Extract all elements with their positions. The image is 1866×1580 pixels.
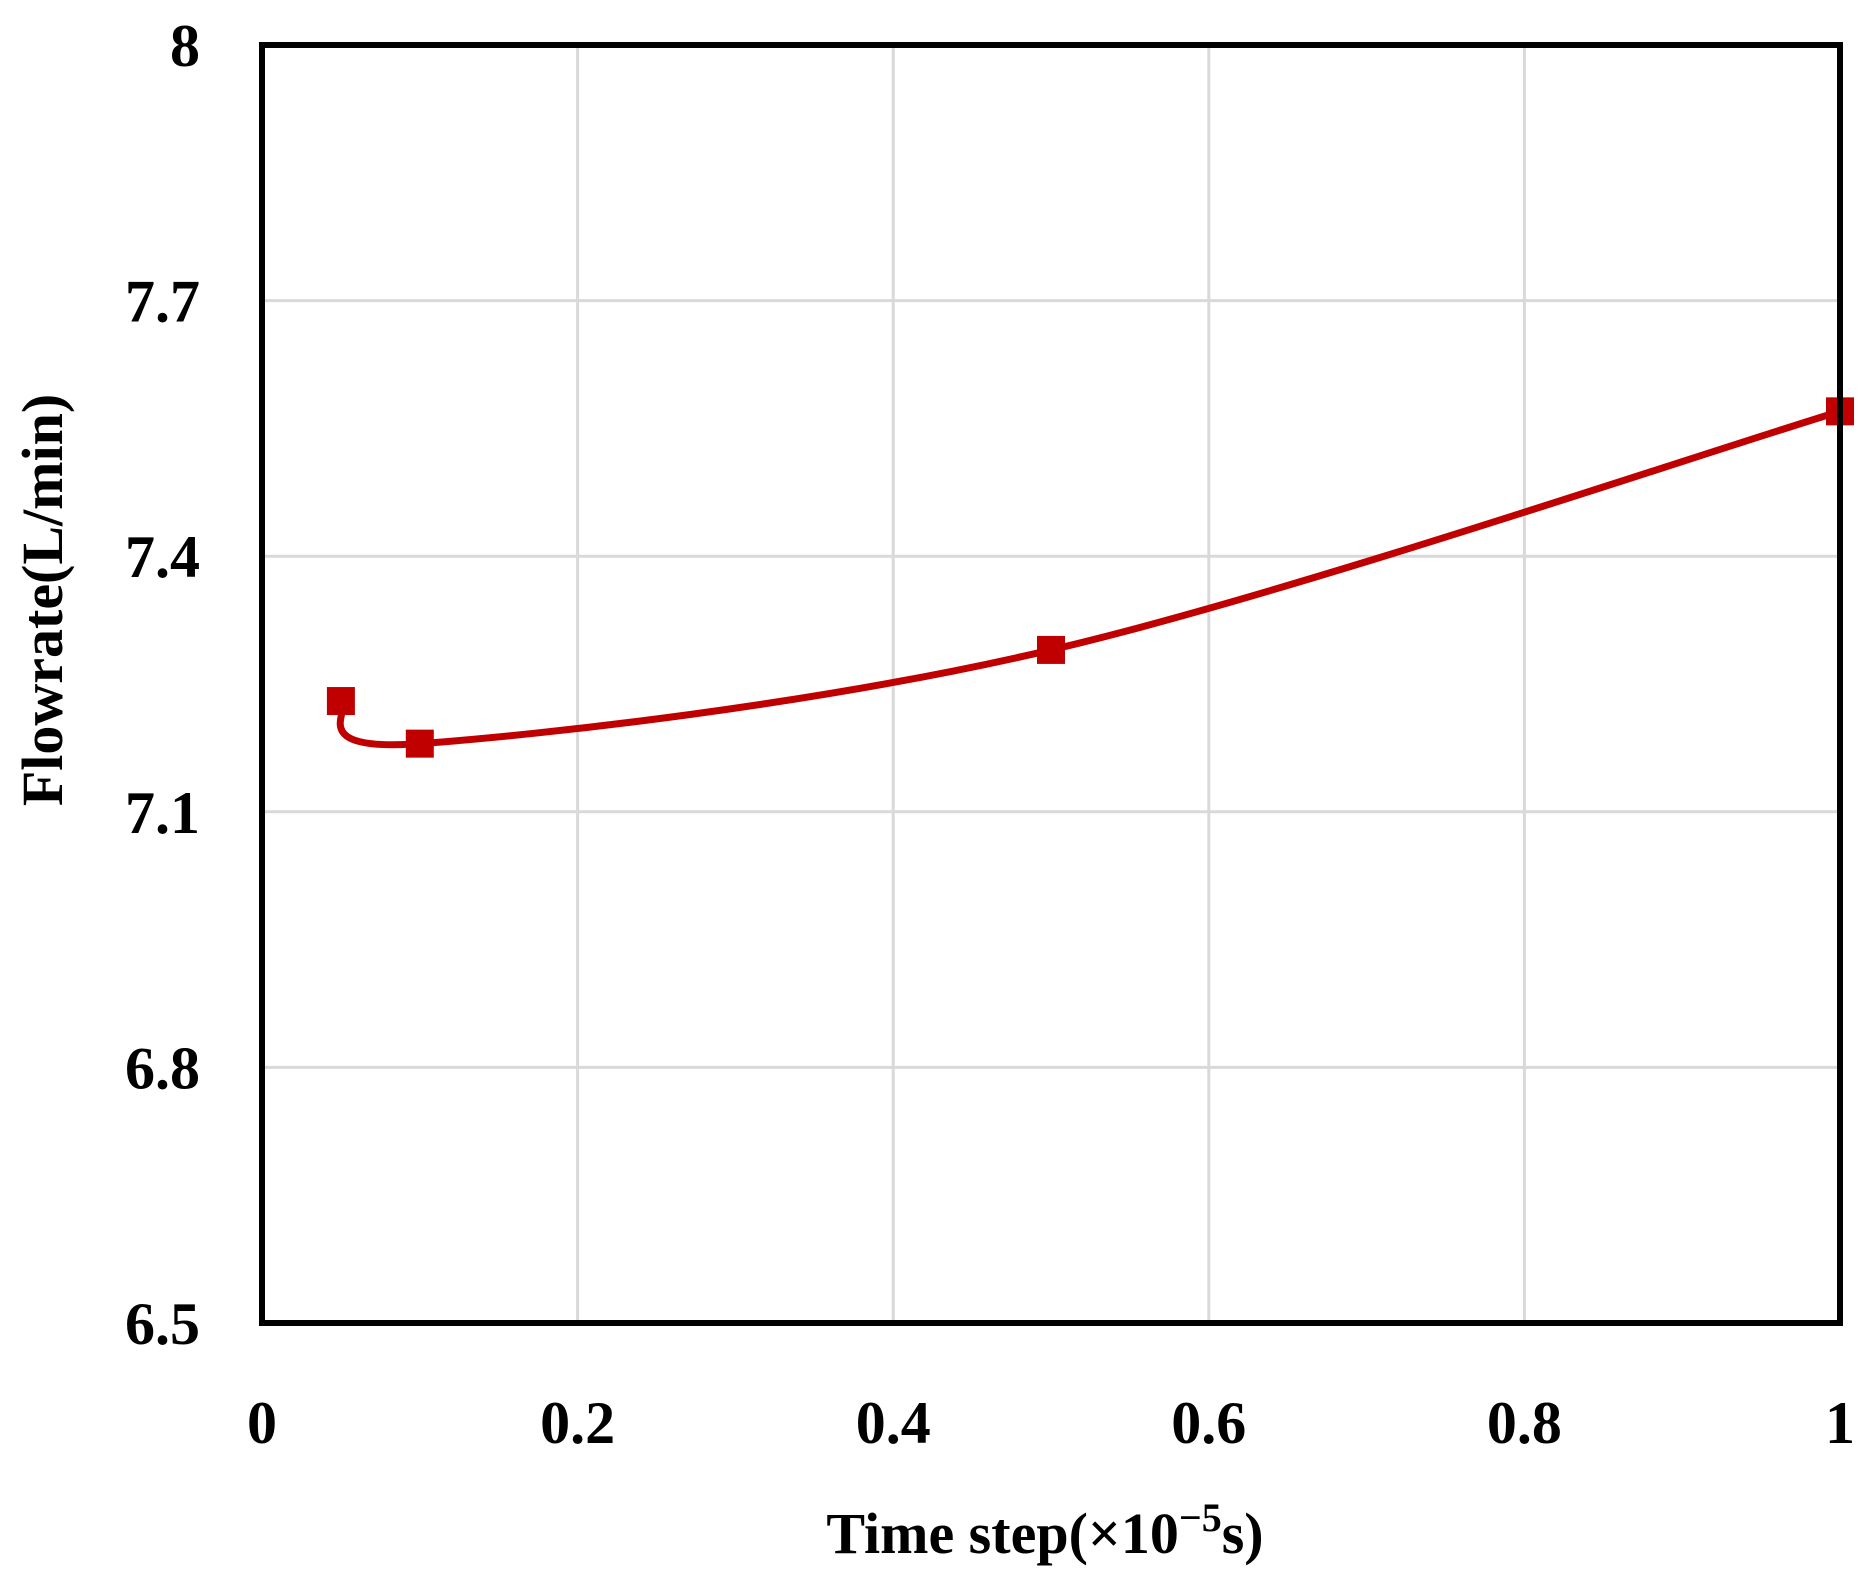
y-tick-label-0: 6.5 xyxy=(125,1291,200,1357)
data-point-0-2 xyxy=(1037,635,1065,664)
y-tick-label-2: 7.1 xyxy=(125,780,200,846)
x-tick-label-1: 0.2 xyxy=(540,1390,615,1456)
data-point-0-0 xyxy=(326,687,355,716)
x-tick-label-2: 0.4 xyxy=(856,1390,931,1456)
x-tick-label-3: 0.6 xyxy=(1171,1390,1246,1456)
x-tick-label-4: 0.8 xyxy=(1487,1390,1562,1456)
plot-frame xyxy=(259,42,1843,1326)
y-tick-label-4: 7.7 xyxy=(125,269,200,335)
y-tick-label-5: 8 xyxy=(170,13,200,79)
x-tick-labels: 0 0.2 0.4 0.6 0.8 1 xyxy=(247,1390,1855,1456)
y-tick-label-3: 7.4 xyxy=(125,524,200,590)
y-tick-label-1: 6.8 xyxy=(125,1035,200,1101)
x-tick-label-5: 1 xyxy=(1825,1390,1855,1456)
series-line-0 xyxy=(336,407,1844,749)
data-point-0-1 xyxy=(405,729,434,758)
grid xyxy=(262,45,1840,1323)
y-tick-labels: 6.5 6.8 7.1 7.4 7.7 8 xyxy=(125,13,200,1357)
series-layer xyxy=(326,397,1854,758)
y-axis-title: Flowrate(L/min) xyxy=(10,394,75,806)
x-axis-title: Time step(×10−5s) xyxy=(826,1495,1263,1566)
x-tick-label-0: 0 xyxy=(247,1390,277,1456)
